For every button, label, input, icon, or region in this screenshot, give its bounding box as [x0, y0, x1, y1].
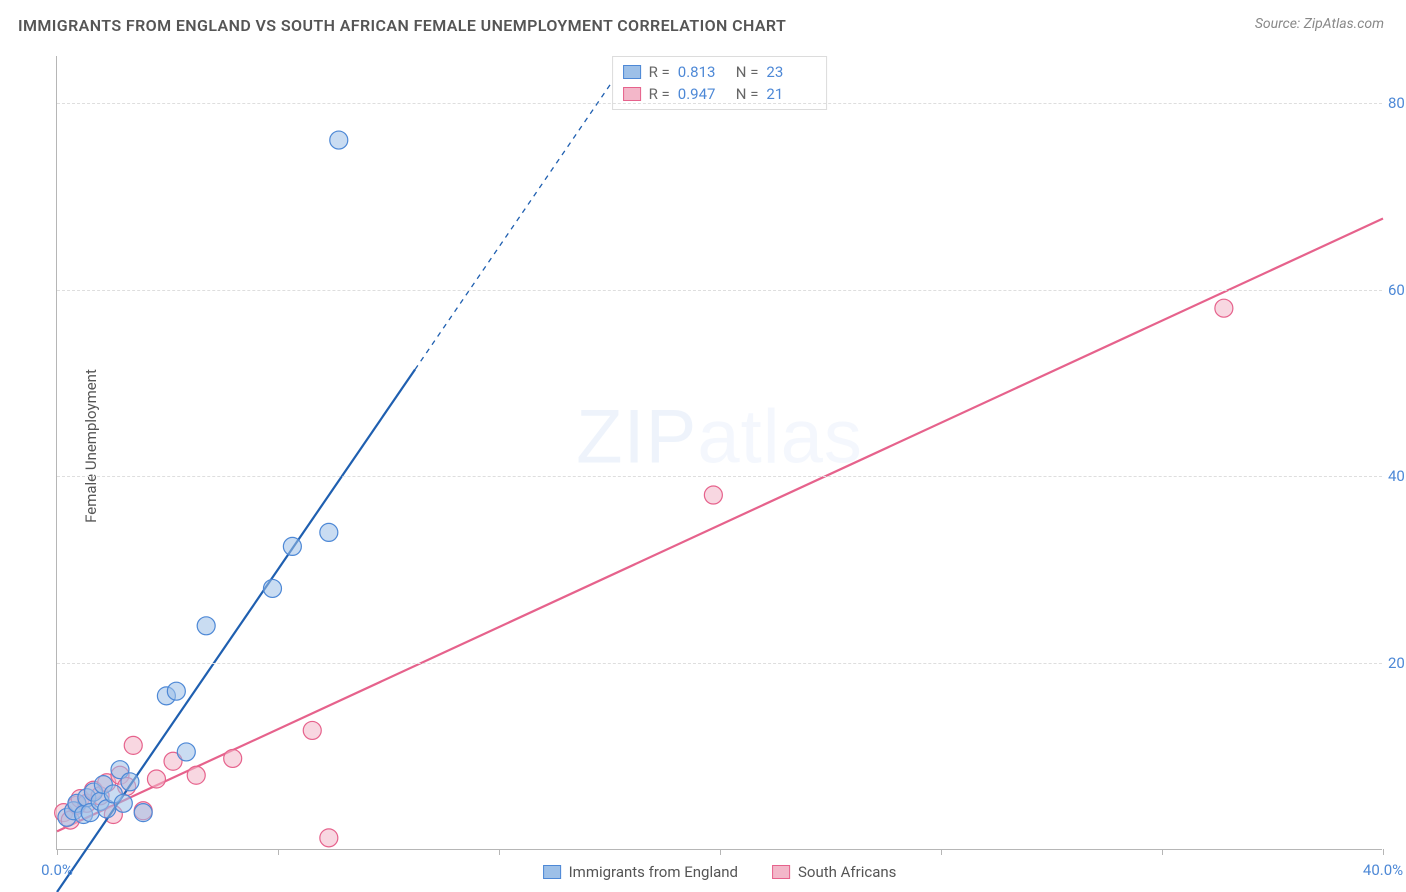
n-label: N =: [736, 63, 759, 81]
r-label: R =: [649, 85, 670, 103]
data-point-england: [167, 682, 185, 700]
data-point-south_african: [303, 721, 321, 739]
legend-row-england: R = 0.813 N = 23: [621, 61, 819, 83]
legend-label-england: Immigrants from England: [569, 863, 738, 881]
data-point-south_african: [187, 766, 205, 784]
data-point-england: [330, 131, 348, 149]
legend-swatch-england: [543, 865, 561, 879]
y-tick-label: 40.0%: [1388, 467, 1406, 485]
data-point-england: [121, 773, 139, 791]
r-value-england: 0.813: [678, 63, 728, 81]
legend-label-south-african: South Africans: [798, 863, 896, 881]
x-tick-label: 0.0%: [41, 861, 73, 879]
data-point-england: [320, 523, 338, 541]
r-label: R =: [649, 63, 670, 81]
n-value-south-african: 21: [766, 85, 816, 103]
data-point-england: [197, 617, 215, 635]
x-tick: [499, 849, 500, 855]
data-point-south_african: [320, 829, 338, 847]
swatch-england: [623, 65, 641, 79]
source-label: Source: ZipAtlas.com: [1255, 16, 1384, 32]
data-point-england: [177, 743, 195, 761]
regression-line-south_african: [57, 219, 1383, 832]
gridline: [57, 476, 1382, 477]
data-point-england: [283, 537, 301, 555]
legend-item-south-african: South Africans: [772, 863, 896, 881]
gridline: [57, 103, 1382, 104]
x-tick: [278, 849, 279, 855]
plot-area: ZIPatlas R = 0.813 N = 23 R = 0.947 N = …: [56, 56, 1382, 850]
series-legend: Immigrants from England South Africans: [543, 863, 897, 881]
chart-title: IMMIGRANTS FROM ENGLAND VS SOUTH AFRICAN…: [18, 16, 786, 35]
x-tick-label: 40.0%: [1363, 861, 1403, 879]
x-tick: [1162, 849, 1163, 855]
x-tick: [57, 849, 58, 855]
data-point-south_african: [224, 749, 242, 767]
legend-row-south-african: R = 0.947 N = 21: [621, 83, 819, 105]
y-tick-label: 60.0%: [1388, 281, 1406, 299]
chart-svg: [57, 56, 1383, 850]
data-point-england: [114, 794, 132, 812]
legend-item-england: Immigrants from England: [543, 863, 738, 881]
swatch-south-african: [623, 87, 641, 101]
x-tick: [941, 849, 942, 855]
data-point-south_african: [147, 770, 165, 788]
data-point-south_african: [704, 486, 722, 504]
n-value-england: 23: [766, 63, 816, 81]
y-tick-label: 80.0%: [1388, 94, 1406, 112]
data-point-south_african: [124, 736, 142, 754]
data-point-england: [134, 804, 152, 822]
data-point-south_african: [1215, 299, 1233, 317]
x-tick: [720, 849, 721, 855]
gridline: [57, 663, 1382, 664]
r-value-south-african: 0.947: [678, 85, 728, 103]
legend-swatch-south-african: [772, 865, 790, 879]
x-tick: [1383, 849, 1384, 855]
chart-container: IMMIGRANTS FROM ENGLAND VS SOUTH AFRICAN…: [0, 0, 1406, 892]
n-label: N =: [736, 85, 759, 103]
data-point-england: [263, 579, 281, 597]
gridline: [57, 290, 1382, 291]
y-tick-label: 20.0%: [1388, 654, 1406, 672]
